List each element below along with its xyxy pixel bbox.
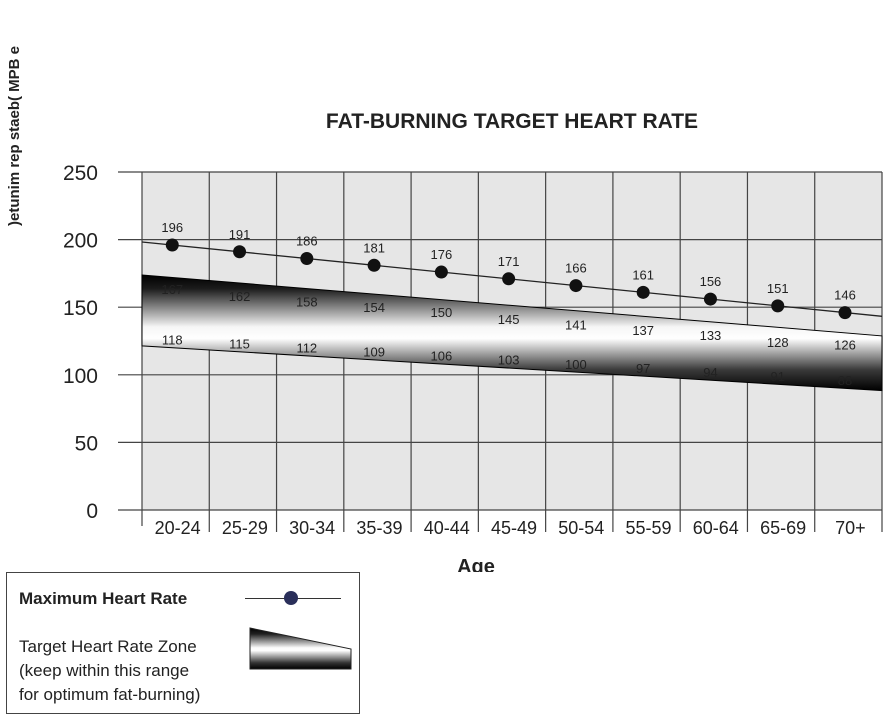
zone-upper-label: 150 bbox=[431, 305, 453, 320]
x-tick-label: 60-64 bbox=[693, 518, 739, 538]
legend-zone-line-2: (keep within this range bbox=[19, 661, 190, 680]
zone-lower-label: 91 bbox=[770, 369, 784, 384]
y-tick-label: 250 bbox=[63, 162, 98, 185]
zone-upper-label: 167 bbox=[161, 282, 183, 297]
x-tick-label: 70+ bbox=[835, 518, 866, 538]
max-heart-rate-point bbox=[703, 292, 717, 306]
zone-upper-label: 133 bbox=[700, 328, 722, 343]
max-heart-rate-point bbox=[771, 299, 785, 313]
data-points bbox=[165, 238, 852, 320]
y-tick-label: 200 bbox=[63, 230, 98, 253]
zone-lower-label: 109 bbox=[363, 345, 385, 360]
zone-lower-label: 106 bbox=[431, 349, 453, 364]
x-tick-label: 20-24 bbox=[155, 518, 201, 538]
max-heart-rate-label: 176 bbox=[431, 247, 453, 262]
x-tick-label: 55-59 bbox=[626, 518, 672, 538]
legend-zone-label: Target Heart Rate Zone (keep within this… bbox=[19, 635, 200, 707]
x-tick-label: 25-29 bbox=[222, 518, 268, 538]
max-heart-rate-point bbox=[165, 238, 179, 252]
zone-lower-label: 97 bbox=[636, 361, 650, 376]
max-heart-rate-label: 186 bbox=[296, 234, 318, 249]
legend-zone-line-3: for optimum fat-burning) bbox=[19, 685, 201, 704]
max-heart-rate-point bbox=[367, 258, 381, 272]
zone-upper-label: 162 bbox=[229, 289, 251, 304]
x-tick-label: 50-54 bbox=[558, 518, 604, 538]
max-heart-rate-point bbox=[434, 265, 448, 279]
zone-upper-label: 145 bbox=[498, 312, 520, 327]
max-heart-rate-label: 196 bbox=[161, 220, 183, 235]
max-heart-rate-point bbox=[569, 279, 583, 293]
legend-zone-swatch bbox=[249, 627, 352, 670]
max-heart-rate-label: 181 bbox=[363, 240, 385, 255]
max-heart-rate-label: 161 bbox=[632, 267, 654, 282]
x-tick-label: 65-69 bbox=[760, 518, 806, 538]
max-heart-rate-label: 156 bbox=[700, 274, 722, 289]
target-zone-band bbox=[141, 274, 883, 392]
max-heart-rate-point bbox=[636, 285, 650, 299]
y-axis-label: )etunim rep staeb( MPB e bbox=[6, 46, 23, 226]
zone-upper-label: 141 bbox=[565, 317, 587, 332]
chart-title: FAT-BURNING TARGET HEART RATE bbox=[326, 110, 698, 133]
legend-max-heart-rate-label: Maximum Heart Rate bbox=[19, 589, 188, 608]
data-labels: 196 191 186 181 176 171 166 161 156 151 146 167 162 1… bbox=[161, 220, 855, 388]
x-axis-label: Age bbox=[457, 556, 495, 572]
max-heart-rate-label: 166 bbox=[565, 261, 587, 276]
zone-lower-label: 115 bbox=[229, 337, 250, 352]
max-heart-rate-label: 191 bbox=[229, 227, 251, 242]
x-ticks: 20-24 25-29 30-34 35-39 40-44 45-49 50-54 55-59… bbox=[155, 518, 866, 538]
max-heart-rate-point bbox=[233, 245, 247, 259]
x-tick-label: 30-34 bbox=[289, 518, 335, 538]
zone-lower-label: 103 bbox=[498, 353, 520, 368]
y-tick-label: 100 bbox=[63, 365, 98, 388]
max-heart-rate-label: 171 bbox=[498, 254, 520, 269]
max-heart-rate-label: 151 bbox=[767, 281, 789, 296]
zone-upper-label: 126 bbox=[834, 338, 856, 353]
zone-lower-label: 100 bbox=[565, 357, 587, 372]
y-tick-label: 50 bbox=[75, 432, 98, 455]
zone-lower-label: 112 bbox=[296, 341, 317, 356]
zone-lower-label: 94 bbox=[703, 365, 717, 380]
zone-upper-label: 158 bbox=[296, 294, 318, 309]
x-tick-label: 45-49 bbox=[491, 518, 537, 538]
zone-upper-label: 128 bbox=[767, 335, 789, 350]
y-ticks: 0 50 100 150 200 250 bbox=[63, 162, 98, 523]
max-heart-rate-label: 146 bbox=[834, 288, 856, 303]
chart: )etunim rep staeb( MPB e FAT-BURNING TAR… bbox=[6, 46, 883, 572]
zone-lower-label: 88 bbox=[838, 373, 852, 388]
y-tick-label: 150 bbox=[63, 297, 98, 320]
legend-zone-line-1: Target Heart Rate Zone bbox=[19, 637, 197, 656]
legend-dot-sample bbox=[284, 591, 298, 605]
x-tick-label: 35-39 bbox=[356, 518, 402, 538]
legend: Maximum Heart Rate Target Heart Rate Zon… bbox=[6, 572, 360, 714]
max-heart-rate-point bbox=[300, 252, 314, 266]
zone-upper-label: 154 bbox=[363, 300, 385, 315]
zone-lower-label: 118 bbox=[162, 332, 183, 347]
max-heart-rate-point bbox=[838, 306, 852, 320]
max-heart-rate-point bbox=[502, 272, 516, 286]
x-tick-label: 40-44 bbox=[424, 518, 470, 538]
zone-upper-label: 137 bbox=[632, 323, 654, 338]
y-tick-label: 0 bbox=[86, 500, 98, 523]
